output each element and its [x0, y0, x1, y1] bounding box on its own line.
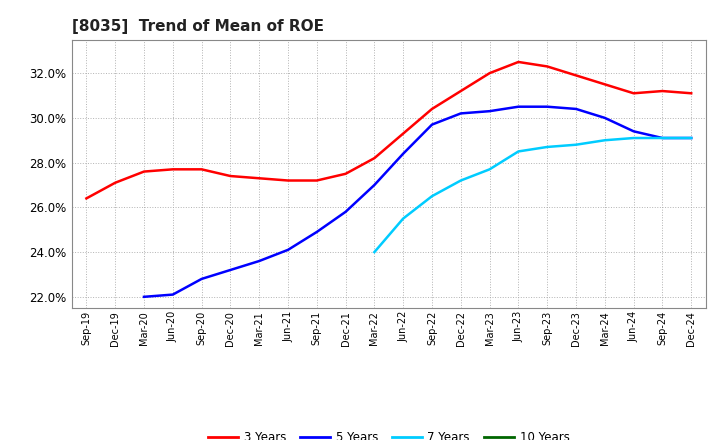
5 Years [312, 229, 321, 235]
7 Years [399, 216, 408, 221]
7 Years [600, 138, 609, 143]
5 Years [428, 122, 436, 127]
5 Years [456, 111, 465, 116]
3 Years [543, 64, 552, 69]
3 Years [312, 178, 321, 183]
5 Years [341, 209, 350, 214]
Line: 7 Years: 7 Years [374, 138, 691, 252]
3 Years [456, 88, 465, 94]
5 Years [572, 106, 580, 112]
3 Years [82, 196, 91, 201]
5 Years [197, 276, 206, 282]
3 Years [226, 173, 235, 179]
7 Years [456, 178, 465, 183]
7 Years [629, 136, 638, 141]
5 Years [370, 182, 379, 187]
5 Years [687, 136, 696, 141]
3 Years [140, 169, 148, 174]
Line: 3 Years: 3 Years [86, 62, 691, 198]
5 Years [284, 247, 292, 253]
3 Years [600, 82, 609, 87]
5 Years [629, 128, 638, 134]
3 Years [514, 59, 523, 65]
3 Years [629, 91, 638, 96]
7 Years [658, 136, 667, 141]
3 Years [399, 131, 408, 136]
5 Years [658, 136, 667, 141]
7 Years [428, 194, 436, 199]
3 Years [168, 167, 177, 172]
5 Years [226, 268, 235, 273]
3 Years [370, 155, 379, 161]
7 Years [543, 144, 552, 150]
3 Years [284, 178, 292, 183]
7 Years [572, 142, 580, 147]
Text: [8035]  Trend of Mean of ROE: [8035] Trend of Mean of ROE [72, 19, 324, 34]
7 Years [485, 167, 494, 172]
3 Years [485, 70, 494, 76]
5 Years [140, 294, 148, 300]
3 Years [658, 88, 667, 94]
3 Years [572, 73, 580, 78]
5 Years [514, 104, 523, 110]
3 Years [428, 106, 436, 112]
5 Years [600, 115, 609, 121]
5 Years [255, 258, 264, 264]
7 Years [370, 249, 379, 255]
Legend: 3 Years, 5 Years, 7 Years, 10 Years: 3 Years, 5 Years, 7 Years, 10 Years [204, 427, 574, 440]
5 Years [168, 292, 177, 297]
7 Years [514, 149, 523, 154]
3 Years [687, 91, 696, 96]
5 Years [399, 151, 408, 156]
5 Years [543, 104, 552, 110]
5 Years [485, 109, 494, 114]
3 Years [341, 171, 350, 176]
7 Years [687, 136, 696, 141]
Line: 5 Years: 5 Years [144, 107, 691, 297]
3 Years [111, 180, 120, 185]
3 Years [255, 176, 264, 181]
3 Years [197, 167, 206, 172]
